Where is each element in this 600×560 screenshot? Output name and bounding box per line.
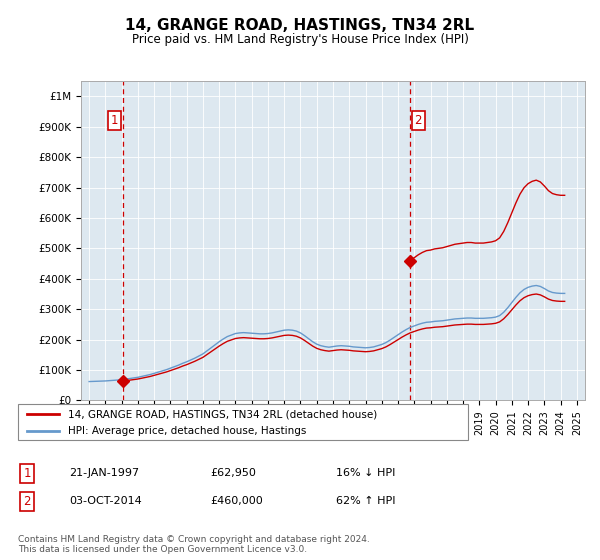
FancyBboxPatch shape [18,404,468,440]
Text: 14, GRANGE ROAD, HASTINGS, TN34 2RL: 14, GRANGE ROAD, HASTINGS, TN34 2RL [125,18,475,32]
Text: Contains HM Land Registry data © Crown copyright and database right 2024.
This d: Contains HM Land Registry data © Crown c… [18,535,370,554]
Text: 1: 1 [111,114,118,127]
Text: 21-JAN-1997: 21-JAN-1997 [69,468,139,478]
Text: 03-OCT-2014: 03-OCT-2014 [69,496,142,506]
Text: 2: 2 [23,494,31,508]
Text: 14, GRANGE ROAD, HASTINGS, TN34 2RL (detached house): 14, GRANGE ROAD, HASTINGS, TN34 2RL (det… [67,409,377,419]
Text: £62,950: £62,950 [210,468,256,478]
Text: 16% ↓ HPI: 16% ↓ HPI [336,468,395,478]
Text: 1: 1 [23,466,31,480]
Text: 62% ↑ HPI: 62% ↑ HPI [336,496,395,506]
Text: £460,000: £460,000 [210,496,263,506]
Text: HPI: Average price, detached house, Hastings: HPI: Average price, detached house, Hast… [67,426,306,436]
Text: Price paid vs. HM Land Registry's House Price Index (HPI): Price paid vs. HM Land Registry's House … [131,32,469,46]
Text: 2: 2 [415,114,422,127]
